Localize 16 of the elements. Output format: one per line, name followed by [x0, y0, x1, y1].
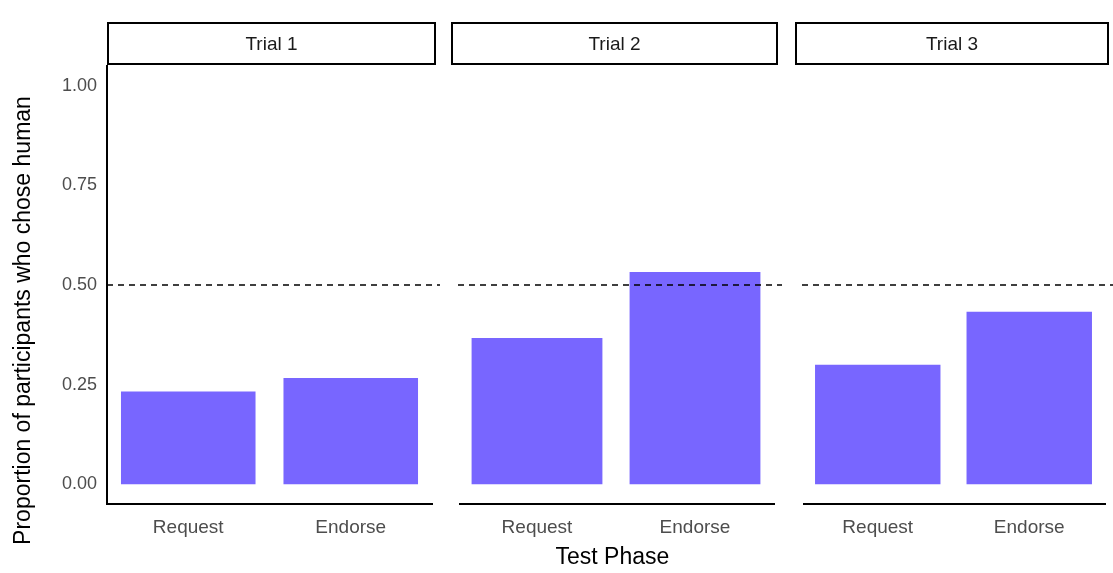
x-tick-label: Request: [152, 515, 225, 537]
y-tick-label: 0.00: [61, 473, 97, 494]
chart-title: Trial 1: [107, 22, 436, 65]
y-tick-label: 0.75: [61, 174, 97, 195]
y-tick-label: 0.50: [61, 274, 97, 295]
y-tick-label: 0.25: [61, 373, 97, 394]
x-tick-label: Endorse: [993, 515, 1065, 537]
x-axis-title: Test Phase: [555, 543, 670, 570]
x-tick-label: Request: [501, 515, 574, 537]
x-tick-label: Request: [842, 515, 914, 537]
y-axis-title: Proportion of participants who chose human: [8, 95, 36, 545]
chart-title: Trial 2: [451, 22, 778, 65]
x-tick-label: Endorse: [315, 515, 387, 537]
y-tick-label: 1.00: [61, 74, 97, 95]
chart-title: Trial 3: [795, 22, 1109, 65]
x-tick-label: Endorse: [659, 515, 731, 537]
